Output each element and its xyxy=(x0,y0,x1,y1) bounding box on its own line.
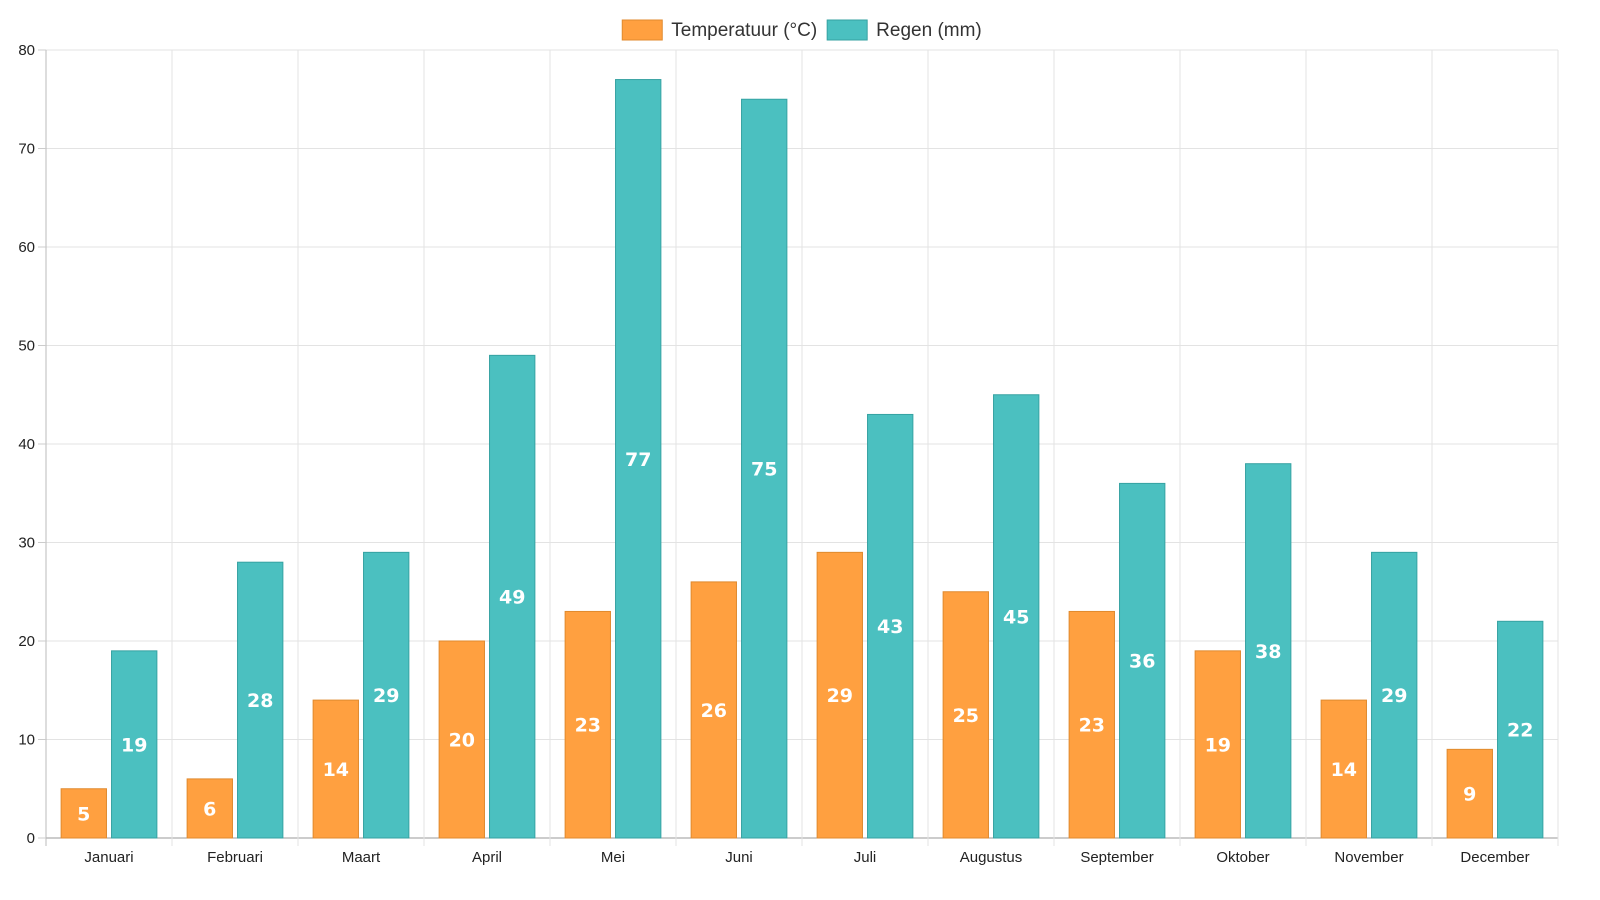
bar-temperature[interactable] xyxy=(942,591,989,839)
data-label-rain: 28 xyxy=(247,690,273,712)
x-tick-label: Juli xyxy=(854,849,877,866)
x-tick-label: Juni xyxy=(725,849,753,866)
legend-item-temperature[interactable]: Temperatuur (°C) xyxy=(621,19,817,41)
bar-rain[interactable] xyxy=(111,650,158,839)
bar-temperature[interactable] xyxy=(564,610,611,839)
bar-temperature[interactable] xyxy=(816,551,863,839)
data-label-temperature: 26 xyxy=(701,700,727,722)
y-tick-label: 50 xyxy=(18,338,35,355)
data-label-rain: 45 xyxy=(1003,606,1029,628)
y-tick-label: 80 xyxy=(18,42,35,59)
bar-temperature[interactable] xyxy=(1068,610,1115,839)
x-tick-label: April xyxy=(472,849,502,866)
data-label-temperature: 29 xyxy=(827,685,853,707)
data-label-temperature: 20 xyxy=(449,730,475,752)
bar-rain[interactable] xyxy=(237,561,284,839)
x-tick-label: Maart xyxy=(342,849,381,866)
x-tick-label: September xyxy=(1080,849,1153,866)
bar-rain[interactable] xyxy=(741,98,788,839)
data-label-rain: 22 xyxy=(1507,720,1533,742)
data-labels: 5 19 6 28 14 29 20 49 23 77 26 75 29 43 25 45 23 36 19 38 14… xyxy=(77,449,1533,826)
x-tick-label: November xyxy=(1334,849,1403,866)
data-label-temperature: 23 xyxy=(575,715,601,737)
legend-item-rain[interactable]: Regen (mm) xyxy=(826,19,982,41)
data-label-rain: 75 xyxy=(751,459,777,481)
data-label-temperature: 25 xyxy=(953,705,979,727)
bar-rain[interactable] xyxy=(1497,620,1544,839)
y-tick-label: 0 xyxy=(27,830,35,847)
bar-rain[interactable] xyxy=(1245,463,1292,839)
bar-rain[interactable] xyxy=(993,394,1040,839)
bar-temperature[interactable] xyxy=(186,778,233,839)
y-tick-label: 60 xyxy=(18,239,35,256)
x-tick-label: Januari xyxy=(84,849,133,866)
legend[interactable]: Temperatuur (°C) Regen (mm) xyxy=(621,19,982,41)
y-tick-label: 20 xyxy=(18,633,35,650)
bar-rain[interactable] xyxy=(1371,551,1418,839)
data-label-temperature: 5 xyxy=(77,803,90,825)
data-label-rain: 77 xyxy=(625,449,651,471)
bar-temperature[interactable] xyxy=(1320,699,1367,839)
bars xyxy=(60,79,1544,839)
bar-temperature[interactable] xyxy=(690,581,737,839)
y-tick-label: 10 xyxy=(18,732,35,749)
data-label-temperature: 9 xyxy=(1463,784,1476,806)
data-label-rain: 29 xyxy=(373,685,399,707)
bar-temperature[interactable] xyxy=(1446,748,1493,839)
data-label-rain: 43 xyxy=(877,616,903,638)
x-tick-label: Mei xyxy=(601,849,625,866)
bar-rain[interactable] xyxy=(363,551,410,839)
grid-lines xyxy=(45,49,1559,846)
bar-temperature[interactable] xyxy=(1194,650,1241,839)
x-tick-label: Februari xyxy=(207,849,263,866)
data-label-temperature: 14 xyxy=(323,759,349,781)
data-label-rain: 36 xyxy=(1129,651,1155,673)
legend-label: Temperatuur (°C) xyxy=(671,20,817,41)
y-tick-label: 40 xyxy=(18,436,35,453)
legend-swatch xyxy=(826,19,868,41)
bar-temperature[interactable] xyxy=(438,640,485,839)
bar-rain[interactable] xyxy=(867,413,914,839)
data-label-rain: 19 xyxy=(121,734,147,756)
bar-temperature[interactable] xyxy=(312,699,359,839)
data-label-rain: 29 xyxy=(1381,685,1407,707)
data-label-rain: 49 xyxy=(499,587,525,609)
data-label-temperature: 19 xyxy=(1205,734,1231,756)
legend-label: Regen (mm) xyxy=(876,20,982,41)
data-label-temperature: 6 xyxy=(203,798,216,820)
bar-rain[interactable] xyxy=(1119,482,1166,839)
bar-rain[interactable] xyxy=(615,79,662,839)
x-tick-label: Oktober xyxy=(1216,849,1269,866)
y-tick-label: 70 xyxy=(18,141,35,158)
data-label-temperature: 14 xyxy=(1331,759,1357,781)
y-tick-label: 30 xyxy=(18,535,35,552)
legend-swatch xyxy=(621,19,663,41)
bar-temperature[interactable] xyxy=(60,788,107,839)
data-label-rain: 38 xyxy=(1255,641,1281,663)
x-tick-label: December xyxy=(1460,849,1529,866)
axes: 0 10 20 30 40 50 60 70 80 Januari Februari Maart Apr… xyxy=(18,42,1529,866)
data-label-temperature: 23 xyxy=(1079,715,1105,737)
bar-rain[interactable] xyxy=(489,354,536,839)
x-tick-label: Augustus xyxy=(960,849,1023,866)
